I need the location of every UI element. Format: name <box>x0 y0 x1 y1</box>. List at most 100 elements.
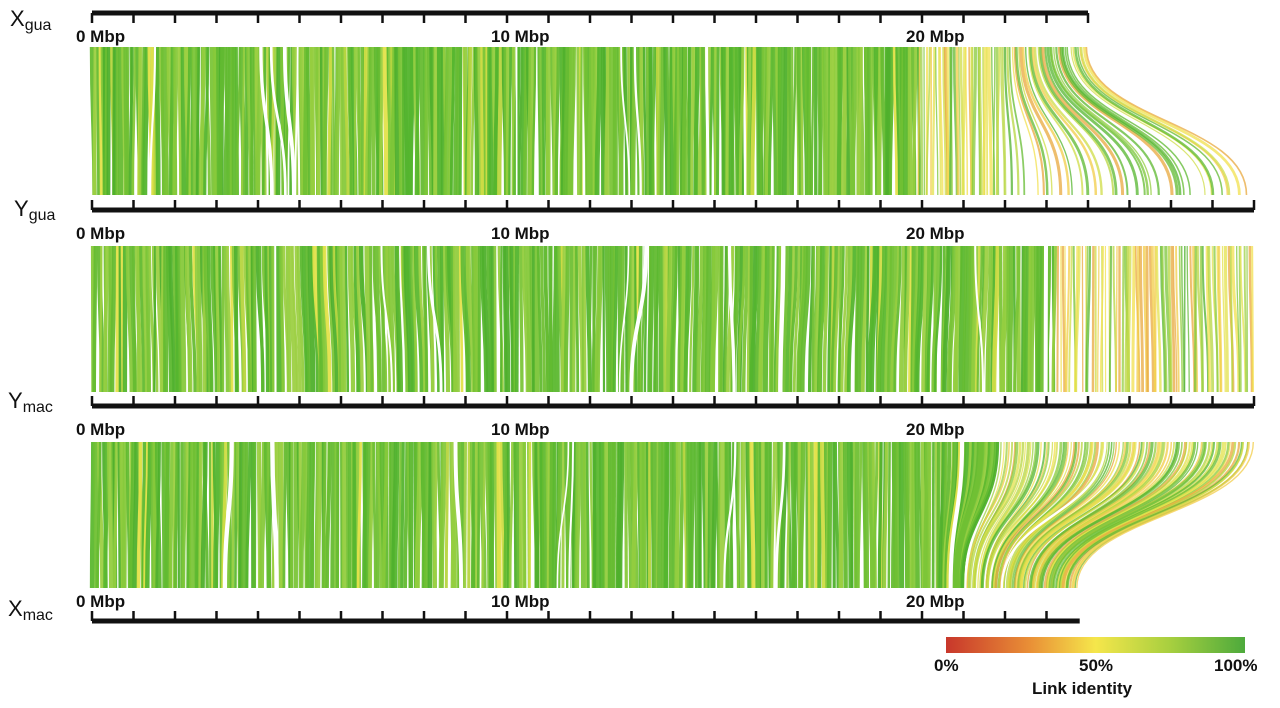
link-curve <box>430 246 433 392</box>
link-curve <box>752 47 754 195</box>
link-curve <box>517 246 518 392</box>
link-curve <box>907 442 908 588</box>
link-curve <box>138 246 139 392</box>
link-curve <box>506 246 508 392</box>
link-curve <box>332 442 333 588</box>
tick-label-ygua-10: 10 Mbp <box>491 224 550 243</box>
link-curve <box>546 246 547 392</box>
link-curve <box>370 442 372 588</box>
legend-label-50: 50% <box>1079 656 1113 676</box>
link-curve <box>392 47 395 195</box>
link-curve <box>557 246 558 392</box>
link-curve <box>1141 246 1143 392</box>
link-curve <box>758 442 759 588</box>
link-curve <box>371 246 372 392</box>
link-curve <box>512 246 514 392</box>
link-curve <box>1138 246 1139 392</box>
tick-label-ygua-20: 20 Mbp <box>906 224 965 243</box>
link-curve <box>626 442 627 588</box>
link-curve <box>174 47 176 195</box>
link-curve <box>843 47 845 195</box>
link-curve <box>936 47 938 195</box>
link-curve <box>234 47 235 195</box>
link-curve <box>426 47 427 195</box>
link-curve <box>115 442 117 588</box>
link-curve <box>397 47 398 195</box>
link-curve <box>405 442 407 588</box>
link-curve <box>319 47 321 195</box>
link-curve <box>323 442 325 588</box>
link-curve <box>369 47 370 195</box>
link-curve <box>446 442 447 588</box>
link-curve <box>1032 246 1034 392</box>
link-curve <box>696 47 698 195</box>
link-curve <box>707 442 708 588</box>
link-curve <box>118 246 119 392</box>
link-curve <box>492 246 493 392</box>
link-curve <box>926 442 928 588</box>
link-curve <box>491 442 492 588</box>
link-curve <box>337 47 339 195</box>
tick-label-xgua-20: 20 Mbp <box>906 27 965 46</box>
link-curve <box>362 47 363 195</box>
link-curve <box>839 47 841 195</box>
link-curve <box>681 442 683 588</box>
link-curve <box>662 47 663 195</box>
link-curve <box>460 47 461 195</box>
link-curve <box>587 442 588 588</box>
link-curve <box>1252 246 1253 392</box>
link-curve <box>654 442 655 588</box>
link-curve <box>396 442 398 588</box>
link-curve <box>1063 246 1065 392</box>
link-curve <box>216 442 218 588</box>
link-curve <box>282 442 283 588</box>
link-curve <box>458 47 459 195</box>
link-curve <box>691 442 693 588</box>
link-curve <box>738 442 739 588</box>
link-curve <box>117 47 118 195</box>
identity-color-scale <box>946 637 1245 653</box>
link-curve <box>341 246 343 392</box>
link-curve <box>355 47 356 195</box>
link-curve <box>601 442 602 588</box>
link-curve <box>728 47 729 195</box>
link-gap <box>707 47 708 195</box>
link-curve <box>1057 246 1058 392</box>
link-curve <box>835 442 838 588</box>
link-curve <box>430 442 431 588</box>
track-label-xmac: Xmac <box>8 598 53 624</box>
link-curve <box>966 246 969 392</box>
link-curve <box>465 442 466 588</box>
link-curve <box>597 47 600 195</box>
link-curve <box>889 442 890 588</box>
link-curve <box>594 442 595 588</box>
link-curve <box>719 442 720 588</box>
link-curve <box>226 47 228 195</box>
link-bands <box>92 47 1253 588</box>
link-curve <box>389 442 390 588</box>
tick-label-ygua-0: 0 Mbp <box>76 224 125 243</box>
link-curve <box>827 47 828 195</box>
link-curve <box>175 442 177 588</box>
link-curve <box>721 246 722 392</box>
link-curve <box>574 246 575 392</box>
tick-label-ymac-0: 0 Mbp <box>76 420 125 439</box>
link-curve <box>901 246 904 392</box>
link-curve <box>243 442 244 588</box>
link-curve <box>347 442 348 588</box>
link-curve <box>284 442 285 588</box>
link-curve <box>92 442 93 588</box>
link-curve <box>620 442 622 588</box>
link-curve <box>473 442 475 588</box>
link-curve <box>529 246 530 392</box>
link-curve <box>857 442 858 588</box>
link-curve <box>422 47 423 195</box>
link-curve <box>1128 246 1130 392</box>
link-curve <box>325 47 327 195</box>
link-curve <box>530 442 531 588</box>
link-curve <box>966 47 968 195</box>
tick-label-xmac-0: 0 Mbp <box>76 592 125 611</box>
